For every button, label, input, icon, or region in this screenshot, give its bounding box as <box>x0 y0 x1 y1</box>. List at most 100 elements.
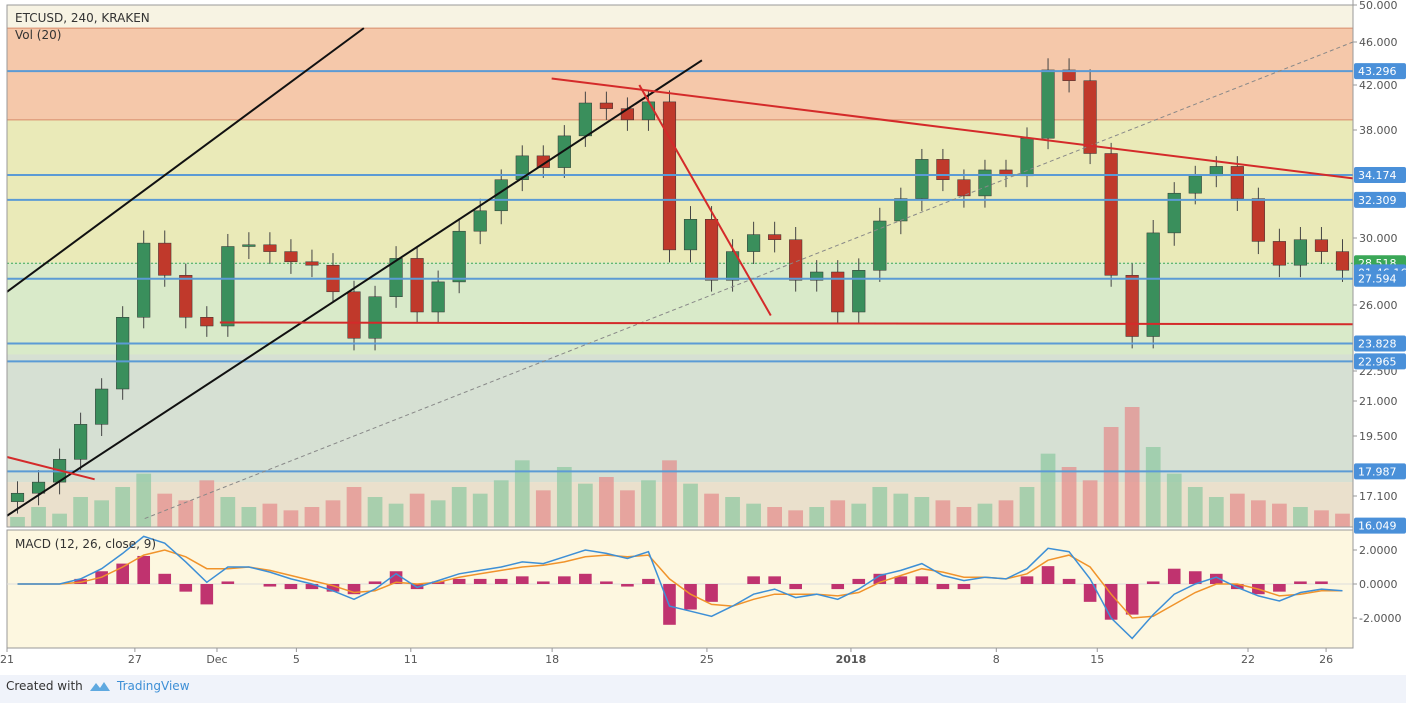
macd-histogram-bar <box>768 576 781 584</box>
candle-body <box>557 135 571 168</box>
candle-body <box>1188 175 1202 194</box>
price-label: 16.049 <box>1358 520 1397 533</box>
price-label-box <box>1354 353 1406 370</box>
macd-histogram-bar <box>1125 584 1139 615</box>
price-axis-label: 38.000 <box>1359 124 1398 137</box>
candle-body <box>389 258 403 297</box>
volume-bar <box>220 497 236 527</box>
macd-histogram-bar <box>1294 581 1307 584</box>
volume-bar <box>451 487 467 527</box>
macd-histogram-bar <box>873 573 887 584</box>
macd-histogram-bar <box>1167 568 1181 584</box>
volume-bar <box>493 480 509 527</box>
x-axis-label: 11 <box>404 653 418 666</box>
candle-body <box>116 317 130 390</box>
x-axis-label: 8 <box>993 653 1000 666</box>
macd-histogram-bar <box>137 555 151 584</box>
macd-histogram-bar <box>915 576 929 584</box>
volume-bar <box>1229 493 1245 527</box>
volume-bar <box>746 503 761 527</box>
x-axis-label: Dec <box>206 653 227 666</box>
macd-histogram-bar <box>200 584 214 605</box>
candle-body <box>1083 80 1097 154</box>
candle-body <box>10 492 25 502</box>
volume-bar <box>430 500 446 527</box>
volume-bar <box>1250 500 1266 527</box>
price-axis-label: 30.000 <box>1359 232 1398 245</box>
macd-histogram-bar <box>1315 581 1328 584</box>
volume-bar <box>851 503 867 527</box>
volume-bar <box>1103 427 1119 527</box>
candle-body <box>31 481 46 494</box>
macd-histogram-bar <box>1188 571 1202 584</box>
macd-histogram-bar <box>831 584 845 590</box>
volume-bar <box>1314 510 1329 527</box>
candle-body <box>1230 166 1244 199</box>
candle-body <box>1125 275 1139 337</box>
volume-bar <box>262 503 278 527</box>
candle-body <box>473 210 487 232</box>
macd-axis-label: 0.0000 <box>1359 578 1398 591</box>
macd-histogram-bar <box>1273 584 1286 592</box>
volume-bar <box>998 500 1014 527</box>
volume-bar <box>1019 487 1035 527</box>
fib-zone-1 <box>7 119 1353 263</box>
volume-bar <box>1124 407 1140 527</box>
chart-svg[interactable]: 50.00046.00042.00038.00030.00026.00022.5… <box>0 0 1406 675</box>
price-label: 22.965 <box>1358 355 1397 368</box>
macd-histogram-bar <box>936 584 950 590</box>
volume-bar <box>956 507 972 527</box>
candle-body <box>515 155 529 180</box>
macd-histogram-bar <box>705 584 718 602</box>
macd-histogram-bar <box>305 584 319 590</box>
candle-body <box>263 244 277 252</box>
macd-histogram-bar <box>600 581 613 584</box>
tradingview-brand-link[interactable]: TradingView <box>117 679 190 693</box>
candle-body <box>242 244 256 247</box>
macd-histogram-bar <box>1083 584 1097 602</box>
macd-indicator-label: MACD (12, 26, close, 9) <box>15 537 157 551</box>
volume-bar <box>556 467 572 527</box>
candle-body <box>873 220 887 271</box>
trendline <box>6 456 95 481</box>
volume-bar <box>52 513 67 527</box>
macd-histogram-bar <box>621 584 634 587</box>
symbol-label: ETCUSD, 240, KRAKEN <box>15 11 150 25</box>
candle-body <box>683 219 698 251</box>
volume-bar <box>31 507 46 527</box>
volume-bar <box>304 507 320 527</box>
price-label: 23.828 <box>1358 338 1397 351</box>
price-label-box <box>1354 191 1406 208</box>
candle-body <box>641 101 656 121</box>
price-axis-label: 46.000 <box>1359 36 1398 49</box>
volume-bar <box>767 507 783 527</box>
candle-body <box>620 108 634 121</box>
macd-histogram-bar <box>221 581 235 584</box>
candle-body <box>1167 192 1181 234</box>
price-label-box <box>1354 270 1406 287</box>
price-label: 17.987 <box>1358 465 1397 478</box>
macd-histogram-bar <box>747 576 760 584</box>
volume-bar <box>662 460 677 527</box>
volume-bar <box>872 487 888 527</box>
candle-body <box>95 388 109 425</box>
candle-body <box>915 159 929 199</box>
candle-body <box>137 242 151 318</box>
x-axis-label: 21 <box>0 653 14 666</box>
volume-bar <box>1335 513 1350 527</box>
macd-histogram-bar <box>684 584 697 610</box>
macd-histogram-bar <box>263 584 277 587</box>
chart-area[interactable]: 50.000 46.000 42.000 38.000 30.000 26.000 22.5… <box>0 0 1406 675</box>
x-axis-label: 27 <box>128 653 142 666</box>
price-label-box <box>1354 517 1406 534</box>
macd-histogram-bar <box>179 584 193 592</box>
macd-histogram-bar <box>74 578 87 584</box>
macd-histogram-bar <box>347 584 361 595</box>
candle-body <box>431 281 445 313</box>
volume-bar <box>1187 487 1203 527</box>
candle-body <box>1041 69 1055 139</box>
candle-body <box>978 169 992 197</box>
trendline <box>219 321 1354 326</box>
candle-body <box>1104 153 1118 276</box>
macd-histogram-bar <box>515 576 529 584</box>
